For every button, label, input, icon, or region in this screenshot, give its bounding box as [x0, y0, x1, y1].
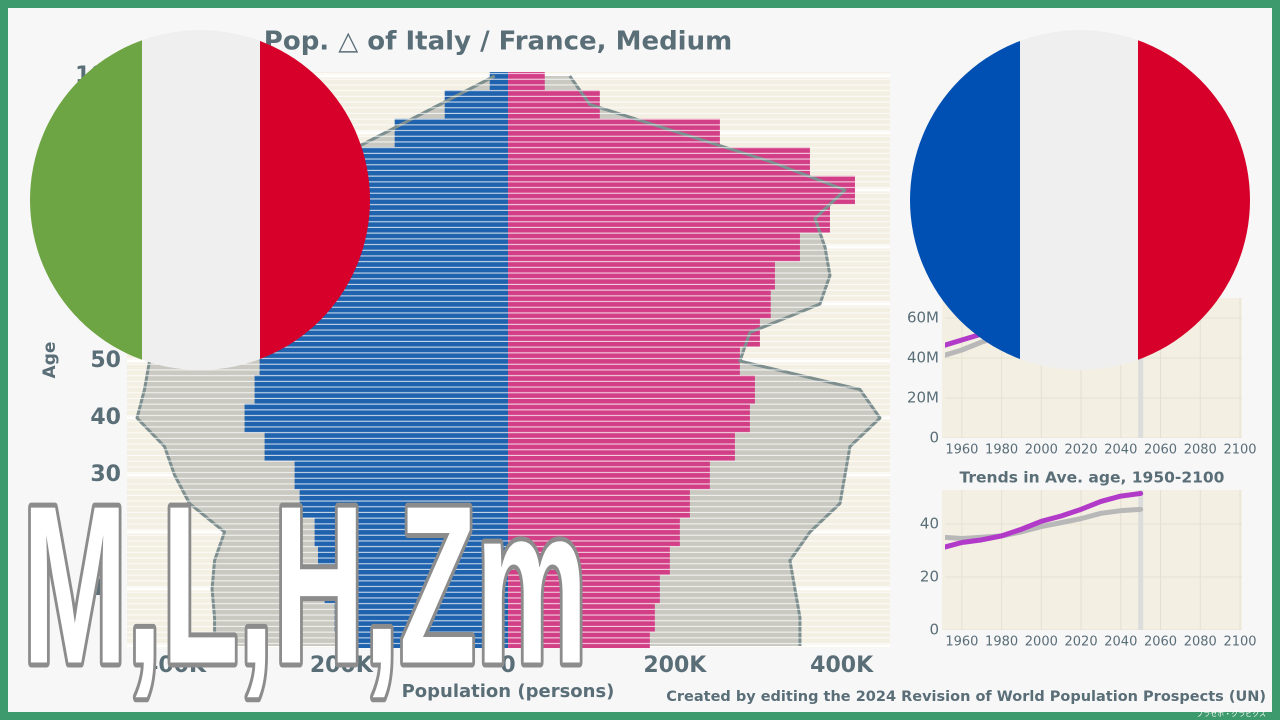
chart-title: Trends in Ave. age, 1950-2100	[960, 469, 1225, 487]
x-axis-label: Population (persons)	[402, 681, 615, 702]
x-tick-label: 0	[500, 653, 515, 678]
y-tick-label: 0	[929, 429, 939, 447]
x-tick-label: 2020	[1065, 443, 1098, 458]
x-tick-label: 400K	[143, 653, 207, 678]
x-tick-label: 200K	[310, 653, 374, 678]
y-tick-label: 60M	[907, 309, 939, 327]
plot	[945, 490, 1242, 630]
y-axis-label: Age	[40, 342, 60, 379]
x-tick-label: 2040	[1104, 443, 1137, 458]
highlight-band	[1138, 490, 1144, 630]
x-tick-label: 2040	[1104, 635, 1137, 650]
x-tick-label: 400K	[810, 653, 874, 678]
y-tick-label: 20M	[907, 389, 939, 407]
italy-flag	[30, 30, 370, 370]
x-tick-label: 1960	[945, 635, 978, 650]
x-tick-label: 1980	[985, 635, 1018, 650]
y-tick-label: 40M	[907, 349, 939, 367]
x-tick-label: 2000	[1025, 443, 1058, 458]
x-tick-label: 1960	[945, 443, 978, 458]
y-tick-label: 30	[90, 462, 121, 487]
series-line	[945, 506, 1144, 542]
y-tick-label: 20	[90, 519, 121, 544]
y-tick-label: 40	[920, 514, 939, 532]
x-tick-label: 2060	[1144, 635, 1177, 650]
france-flag	[910, 30, 1250, 370]
x-tick-label: 2080	[1184, 635, 1217, 650]
watermark: プラセボ・グラビクス	[1196, 709, 1266, 718]
overlay-text: M,L,H,Zm	[23, 458, 588, 710]
plot-background	[942, 490, 1242, 630]
x-tick-label: 2000	[1025, 635, 1058, 650]
y-tick-label: 50	[90, 348, 121, 373]
y-tick-label: 10	[90, 576, 121, 601]
x-tick-label: 2100	[1223, 635, 1256, 650]
x-tick-label: 2080	[1184, 443, 1217, 458]
x-tick-label: 2060	[1144, 443, 1177, 458]
x-tick-label: 2100	[1223, 443, 1256, 458]
y-tick-label: 0	[106, 633, 121, 658]
y-tick-label: 40	[90, 405, 121, 430]
x-tick-label: 1980	[985, 443, 1018, 458]
chart-title: Pop. △ of Italy / France, Medium	[264, 27, 732, 57]
x-tick-label: 2020	[1065, 635, 1098, 650]
y-tick-label: 20	[920, 567, 939, 585]
series-line	[945, 490, 1144, 550]
highlight-band	[1138, 298, 1144, 438]
y-tick-label: 0	[929, 621, 939, 639]
credit: Created by editing the 2024 Revision of …	[666, 689, 1266, 705]
x-tick-label: 200K	[643, 653, 707, 678]
